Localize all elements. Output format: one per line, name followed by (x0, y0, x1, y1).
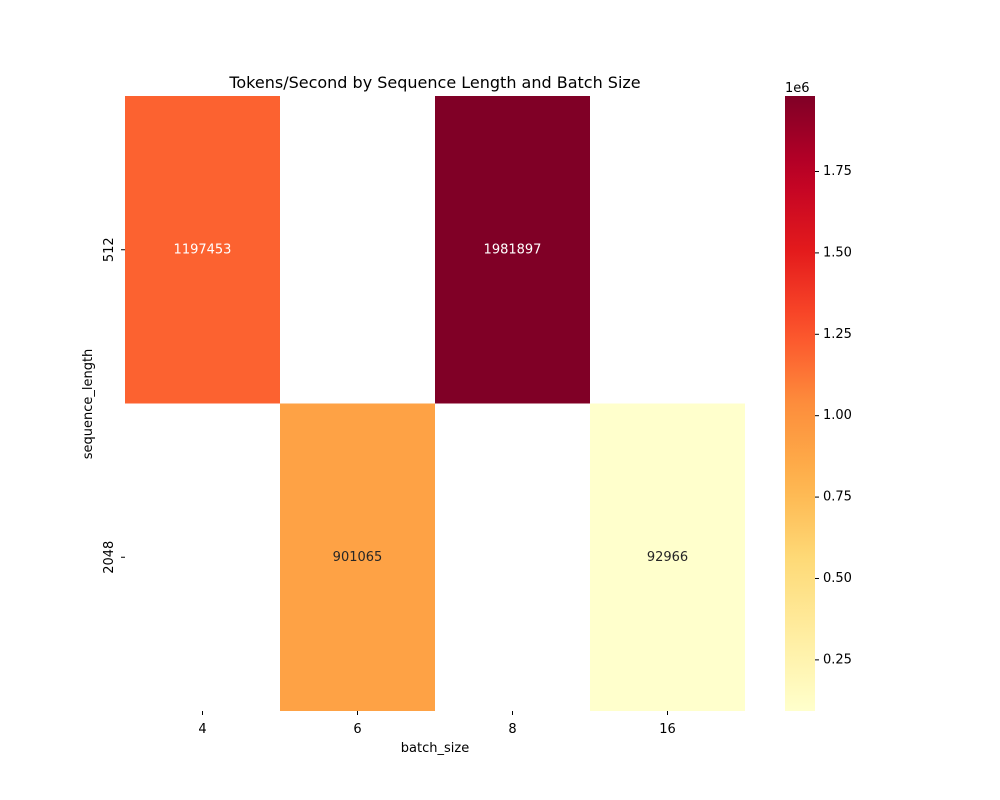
x-tick-label: 8 (508, 722, 516, 737)
x-tick-label: 16 (659, 722, 676, 737)
colorbar-tick-label: 0.75 (823, 490, 852, 505)
heatmap-cell (280, 403, 435, 711)
heatmap-cell (590, 403, 745, 711)
colorbar-tick-label: 1.25 (823, 327, 852, 342)
heatmap-cell (125, 96, 280, 404)
x-axis-label: batch_size (401, 741, 469, 756)
colorbar-tick-label: 1.75 (823, 164, 852, 179)
y-axis-ticks: 512 2048 (102, 237, 125, 574)
heatmap-cell (435, 96, 590, 404)
y-tick-label: 2048 (102, 541, 117, 574)
cell-value-label: 1981897 (484, 242, 542, 257)
colorbar-multiplier: 1e6 (785, 81, 810, 96)
cell-value-label: 92966 (647, 550, 688, 565)
colorbar-tick-label: 1.00 (823, 408, 852, 423)
x-tick-label: 6 (353, 722, 361, 737)
colorbar (785, 96, 815, 711)
y-tick-label: 512 (102, 237, 117, 262)
cell-value-label: 901065 (333, 550, 383, 565)
colorbar-ticks: 0.25 0.50 0.75 1.00 1.25 1.50 1.75 (815, 164, 852, 667)
cell-value-label: 1197453 (174, 242, 232, 257)
chart-title: Tokens/Second by Sequence Length and Bat… (228, 73, 640, 92)
x-tick-label: 4 (198, 722, 206, 737)
x-axis-ticks: 4 6 8 16 (198, 711, 676, 737)
y-axis-label: sequence_length (81, 349, 96, 460)
colorbar-tick-label: 0.50 (823, 571, 852, 586)
colorbar-tick-label: 0.25 (823, 652, 852, 667)
heatmap-cells: 1197453 1981897 901065 92966 (125, 96, 745, 711)
colorbar-tick-label: 1.50 (823, 245, 852, 260)
